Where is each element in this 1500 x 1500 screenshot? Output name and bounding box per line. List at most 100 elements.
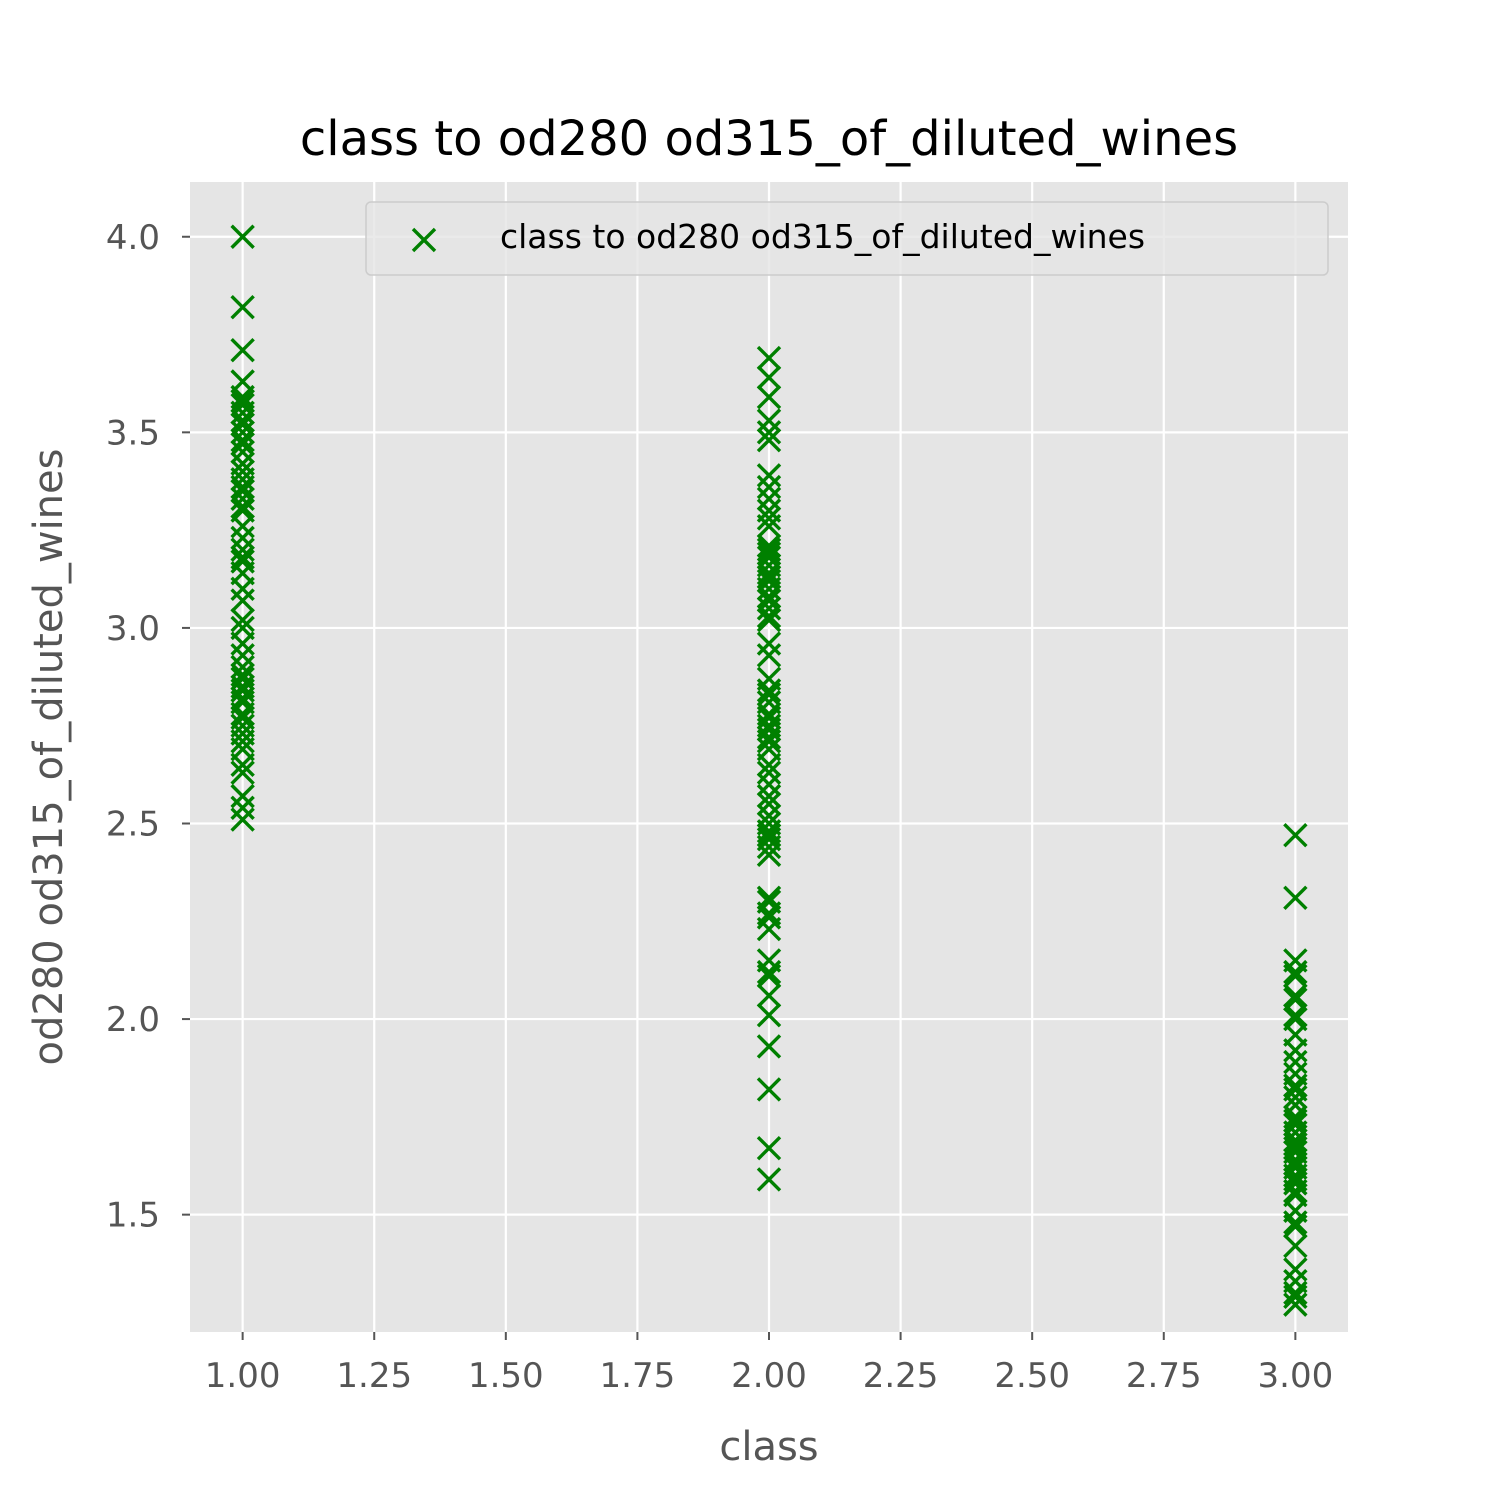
data-point xyxy=(230,400,255,425)
data-point xyxy=(230,701,255,727)
chart-title: class to od280 od315_of_diluted_wines xyxy=(300,111,1238,167)
data-point xyxy=(756,1002,782,1028)
data-point xyxy=(756,705,782,731)
y-tick-label: 1.5 xyxy=(106,1196,160,1236)
legend-marker-icon xyxy=(411,227,437,253)
data-point xyxy=(756,916,782,942)
data-point xyxy=(230,408,255,433)
data-point xyxy=(230,752,255,778)
data-point xyxy=(230,494,255,519)
data-point xyxy=(756,963,782,989)
data-point xyxy=(230,337,255,363)
data-point xyxy=(230,588,255,613)
data-point xyxy=(230,431,255,457)
data-point xyxy=(1283,1284,1308,1309)
data-point xyxy=(756,365,782,390)
data-point xyxy=(756,345,782,371)
legend: class to od280 od315_of_diluted_wines xyxy=(365,201,1329,276)
data-point xyxy=(1283,1049,1308,1075)
data-point xyxy=(230,783,255,809)
data-point xyxy=(756,564,782,590)
data-point xyxy=(1283,1292,1308,1317)
data-point xyxy=(230,807,255,832)
y-tick-label: 2.0 xyxy=(106,1000,160,1040)
data-point xyxy=(230,294,255,320)
data-point xyxy=(756,596,782,621)
data-point xyxy=(230,439,255,465)
data-point xyxy=(230,607,255,633)
data-point xyxy=(756,420,782,445)
data-point xyxy=(230,420,255,445)
data-point xyxy=(230,224,255,249)
data-point xyxy=(1283,1280,1308,1306)
data-point xyxy=(1283,1257,1308,1282)
data-point xyxy=(1283,1210,1308,1235)
data-point xyxy=(230,388,255,414)
data-point xyxy=(756,408,782,433)
data-point xyxy=(756,427,782,453)
x-tick-label: 1.25 xyxy=(336,1356,412,1396)
x-tick-label: 1.75 xyxy=(600,1356,676,1396)
data-point xyxy=(230,643,255,668)
y-tick-label: 4.0 xyxy=(106,218,160,258)
x-tick-label: 2.75 xyxy=(1126,1356,1202,1396)
data-point xyxy=(230,525,255,551)
data-point xyxy=(230,795,255,821)
data-point xyxy=(230,514,255,539)
y-tick-label: 2.5 xyxy=(106,804,160,844)
data-point xyxy=(756,717,782,742)
data-point xyxy=(230,666,255,691)
data-point xyxy=(756,729,782,754)
data-point xyxy=(756,752,782,778)
data-point xyxy=(230,760,255,785)
data-point xyxy=(1283,1214,1308,1239)
data-point xyxy=(1283,1085,1308,1110)
data-point xyxy=(1283,963,1308,989)
data-point xyxy=(230,576,255,602)
data-point xyxy=(756,584,782,609)
scatter-points xyxy=(230,224,1308,1317)
axis-ticks: 1.00 1.25 1.50 1.75 2.00 2.25 2.50 2.75 3.00 1.5 2… xyxy=(106,218,1333,1396)
data-point xyxy=(756,506,782,531)
legend-marker-cross xyxy=(411,227,437,253)
data-point xyxy=(756,514,782,539)
data-point xyxy=(756,772,782,797)
data-point xyxy=(230,729,255,754)
data-point xyxy=(230,467,255,492)
data-point xyxy=(756,1034,782,1059)
x-tick-label: 2.00 xyxy=(731,1356,807,1396)
data-point xyxy=(1283,885,1308,911)
data-point xyxy=(1283,1178,1308,1204)
data-point xyxy=(230,474,255,500)
data-point xyxy=(756,576,782,602)
y-axis-label: od280 od315_of_diluted_wines xyxy=(26,449,72,1066)
data-point xyxy=(756,643,782,668)
data-point xyxy=(756,842,782,867)
data-point xyxy=(230,486,255,512)
x-tick-label: 1.50 xyxy=(468,1356,544,1396)
data-point xyxy=(756,760,782,785)
data-point xyxy=(230,678,255,703)
data-point xyxy=(756,791,782,817)
data-point xyxy=(756,783,782,809)
data-point xyxy=(230,631,255,656)
data-point xyxy=(756,678,782,703)
data-point xyxy=(230,537,255,562)
y-tick-label: 3.0 xyxy=(106,609,160,649)
data-point xyxy=(756,983,782,1008)
x-tick-label: 1.00 xyxy=(205,1356,281,1396)
data-point xyxy=(756,1077,782,1102)
data-point xyxy=(756,603,782,629)
data-point xyxy=(756,682,782,707)
data-point xyxy=(756,725,782,750)
data-point xyxy=(1283,1171,1308,1196)
data-point xyxy=(1283,1002,1308,1028)
data-point xyxy=(756,631,782,656)
data-point xyxy=(1283,1073,1308,1098)
data-point xyxy=(756,384,782,410)
x-tick-label: 2.50 xyxy=(994,1356,1070,1396)
data-point xyxy=(756,463,782,488)
data-point xyxy=(756,959,782,985)
data-point xyxy=(756,541,782,566)
